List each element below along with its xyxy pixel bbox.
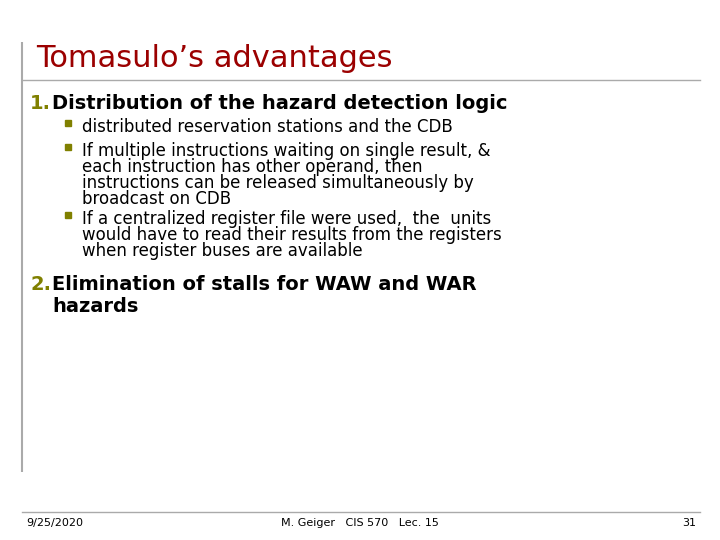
- Text: Tomasulo’s advantages: Tomasulo’s advantages: [36, 44, 392, 73]
- Text: each instruction has other operand, then: each instruction has other operand, then: [82, 158, 423, 176]
- Text: would have to read their results from the registers: would have to read their results from th…: [82, 226, 502, 244]
- Text: distributed reservation stations and the CDB: distributed reservation stations and the…: [82, 118, 453, 136]
- Text: Elimination of stalls for WAW and WAR: Elimination of stalls for WAW and WAR: [52, 275, 477, 294]
- Text: If multiple instructions waiting on single result, &: If multiple instructions waiting on sing…: [82, 142, 490, 160]
- Text: when register buses are available: when register buses are available: [82, 242, 363, 260]
- Bar: [65, 212, 71, 218]
- Text: M. Geiger   CIS 570   Lec. 15: M. Geiger CIS 570 Lec. 15: [281, 518, 439, 528]
- Bar: [65, 120, 71, 126]
- Text: If a centralized register file were used,  the  units: If a centralized register file were used…: [82, 210, 491, 228]
- Text: 1.: 1.: [30, 94, 51, 113]
- Text: broadcast on CDB: broadcast on CDB: [82, 190, 231, 208]
- Text: 9/25/2020: 9/25/2020: [26, 518, 83, 528]
- Text: instructions can be released simultaneously by: instructions can be released simultaneou…: [82, 174, 474, 192]
- Text: 2.: 2.: [30, 275, 51, 294]
- Text: Distribution of the hazard detection logic: Distribution of the hazard detection log…: [52, 94, 508, 113]
- Bar: [65, 144, 71, 150]
- Text: 31: 31: [682, 518, 696, 528]
- Text: hazards: hazards: [52, 297, 138, 316]
